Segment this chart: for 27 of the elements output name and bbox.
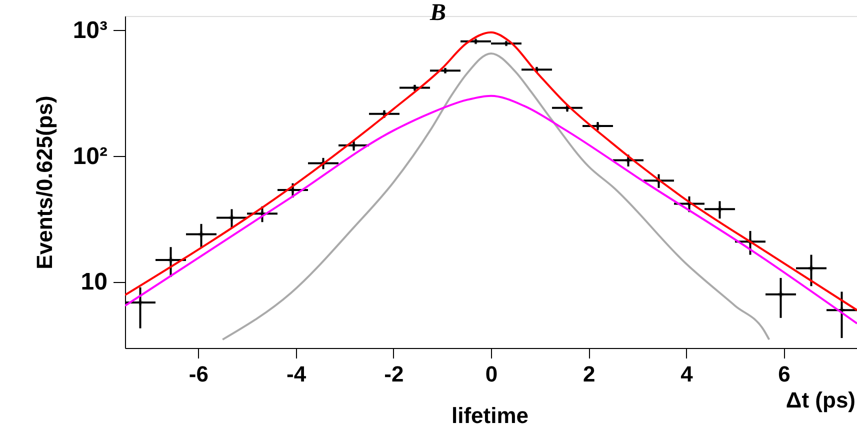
x-tick-label: 0 <box>485 362 498 386</box>
point <box>168 257 174 263</box>
point <box>138 300 143 306</box>
x-axis-title: Δt (ps) <box>786 388 856 412</box>
x-tick-label: -2 <box>384 362 404 386</box>
y-tick-label: 10³ <box>72 16 108 44</box>
x-tick-label: -4 <box>286 362 307 386</box>
point <box>626 157 631 163</box>
y-axis-title: Events/0.625(ps) <box>32 96 57 270</box>
point <box>808 266 814 271</box>
line-series <box>222 52 770 341</box>
y-tick-label: 10² <box>72 142 108 170</box>
line-series <box>125 31 857 312</box>
chart-title: B <box>429 0 446 26</box>
text: lifetime <box>451 403 529 428</box>
point <box>778 292 784 298</box>
point <box>717 206 722 212</box>
point <box>351 142 356 148</box>
x-tick-label: 2 <box>582 362 596 386</box>
x-tick-label: -6 <box>188 362 208 386</box>
x-tick-label: 6 <box>778 362 790 386</box>
point <box>229 214 234 220</box>
y-tick-label: 10 <box>80 268 108 296</box>
point <box>290 187 296 193</box>
x-tick-label: 4 <box>680 362 694 386</box>
line-series <box>125 94 857 324</box>
point <box>198 232 204 238</box>
